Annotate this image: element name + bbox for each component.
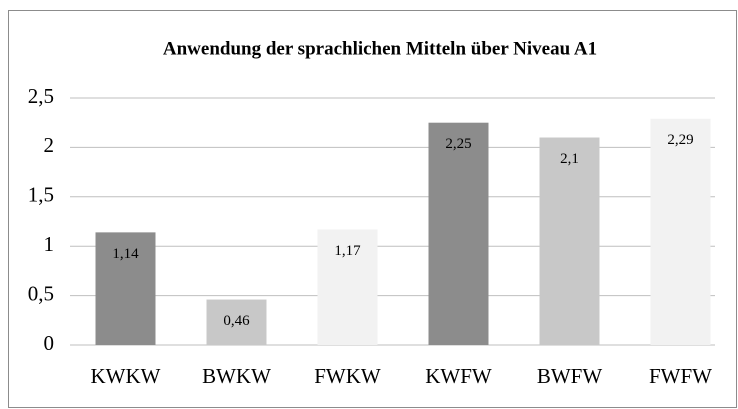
x-tick-label: KWKW [91,364,161,388]
bar [428,122,489,345]
bar [539,137,600,345]
y-tick-label: 1,5 [28,183,54,207]
bar [317,229,378,345]
y-tick-label: 2,5 [28,84,54,108]
x-tick-label: FWFW [649,364,712,388]
bar [650,118,711,345]
chart-border [8,10,737,408]
x-tick-label: BWKW [202,364,271,388]
chart-title: Anwendung der sprachlichen Mitteln über … [163,38,597,59]
value-label: 2,29 [667,132,693,148]
y-tick-label: 0 [44,331,55,355]
value-label: 0,46 [223,313,250,329]
x-tick-label: KWFW [425,364,492,388]
value-label: 1,17 [334,243,361,259]
value-label: 1,14 [112,246,139,262]
y-tick-label: 1 [44,232,55,256]
x-tick-label: FWKW [314,364,381,388]
bar [206,299,267,345]
y-tick-label: 2 [44,133,55,157]
bar [95,232,156,345]
x-tick-label: BWFW [537,364,603,388]
value-label: 2,1 [560,151,579,167]
y-tick-label: 0,5 [28,281,54,305]
value-label: 2,25 [445,136,471,152]
